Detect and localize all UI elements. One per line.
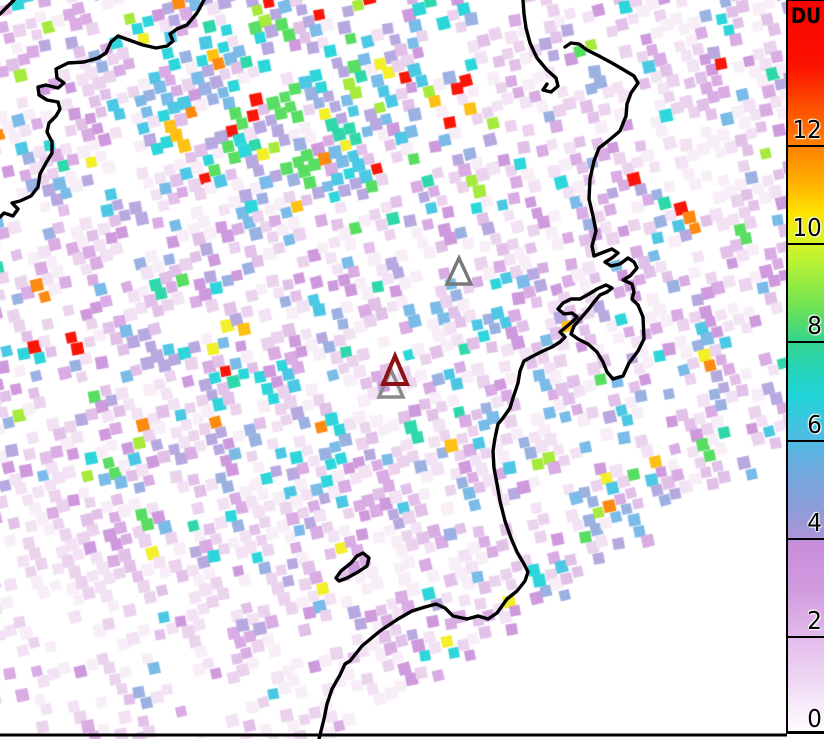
colorbar-tick-label: 0 bbox=[807, 704, 822, 733]
colorbar-unit-label: DU bbox=[790, 4, 822, 28]
colorbar-tick-line bbox=[788, 439, 824, 442]
coastline-northwest-coast bbox=[0, 0, 206, 219]
volcano-marker-red bbox=[379, 350, 411, 386]
coastline-corner-coast bbox=[0, 0, 16, 16]
coastline-east-landmass-coast bbox=[317, 41, 646, 739]
colorbar-tick-line bbox=[788, 242, 824, 245]
colorbar-gradient bbox=[788, 1, 824, 731]
colorbar-tick-label: 4 bbox=[807, 508, 822, 537]
colorbar-tick-line bbox=[788, 537, 824, 540]
colorbar-tick-label: 10 bbox=[792, 213, 822, 242]
colorbar-tick-label: 12 bbox=[792, 115, 822, 144]
colorbar-tick-line bbox=[788, 144, 824, 147]
colorbar-tick-line bbox=[788, 340, 824, 343]
satellite-pixel-field bbox=[0, 0, 786, 739]
colorbar-tick-label: 8 bbox=[807, 311, 822, 340]
coastline-channel-inlet bbox=[521, 0, 560, 94]
colorbar: 12 10 8 6 4 2 0 DU bbox=[786, 0, 824, 734]
colorbar-tick-label: 6 bbox=[807, 410, 822, 439]
colorbar-tick-label: 2 bbox=[807, 606, 822, 635]
colorbar-tick-line bbox=[788, 635, 824, 638]
volcano-marker-gray-upper bbox=[444, 253, 474, 286]
coastline-small-island bbox=[334, 551, 371, 583]
